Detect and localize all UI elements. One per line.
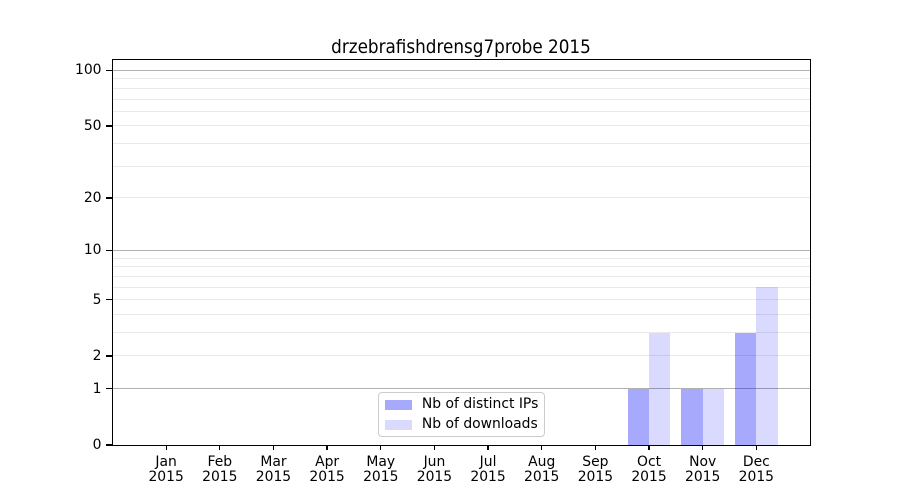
year-label: 2015 (202, 468, 238, 485)
gridline-80 (112, 87, 810, 89)
y-tick-label-5: 5 (92, 291, 102, 308)
gridline-6 (112, 286, 810, 288)
x-tick-dec (755, 445, 757, 450)
month-label: Jan (155, 453, 177, 470)
bar-nov-distinct-ips (681, 388, 703, 445)
legend-swatch-downloads (385, 420, 413, 431)
year-label: 2015 (309, 468, 345, 485)
x-tick-label-jul: Jul 2015 (448, 453, 528, 486)
gridline-60 (112, 110, 810, 112)
x-tick-apr (326, 445, 328, 450)
year-label: 2015 (416, 468, 453, 485)
y-tick-label-2: 2 (92, 347, 102, 364)
year-label: 2015 (738, 468, 775, 485)
legend-swatch-distinct-ips (385, 400, 413, 411)
x-tick-jul (487, 445, 489, 450)
legend-label-downloads: Nb of downloads (421, 416, 538, 432)
month-label: May (366, 453, 396, 470)
year-label: 2015 (255, 468, 292, 485)
y-tick-5 (106, 298, 113, 301)
x-tick-may (380, 445, 382, 450)
y-tick-label-0: 0 (92, 436, 102, 453)
bar-dec-distinct-ips (734, 332, 757, 445)
x-tick-label-may: May 2015 (341, 453, 421, 486)
gridline-1 (112, 388, 810, 390)
gridline-50 (112, 125, 810, 127)
gridline-7 (112, 275, 810, 277)
x-tick-aug (541, 445, 543, 450)
plot-area (111, 59, 812, 447)
y-tick-100 (106, 69, 113, 72)
y-tick-0 (106, 444, 113, 446)
legend: Nb of distinct IPs Nb of downloads (378, 392, 546, 438)
month-label: Dec (742, 453, 770, 470)
gridline-10 (112, 249, 810, 251)
gridline-100 (112, 70, 810, 72)
month-label: Mar (260, 453, 287, 470)
y-tick-20 (106, 197, 113, 199)
gridline-90 (112, 78, 810, 80)
gridline-20 (112, 197, 810, 199)
x-tick-label-oct: Oct 2015 (609, 453, 689, 486)
y-tick-label-10: 10 (83, 242, 102, 259)
gridline-30 (112, 165, 810, 167)
gridline-8 (112, 266, 810, 268)
year-label: 2015 (148, 468, 184, 485)
gridline-5 (112, 299, 810, 301)
x-tick-label-aug: Aug 2015 (502, 453, 582, 486)
x-tick-feb (219, 445, 221, 450)
bar-oct-downloads (649, 332, 671, 445)
year-label: 2015 (470, 468, 506, 485)
x-tick-oct (648, 445, 650, 450)
month-label: Feb (207, 453, 233, 470)
year-label: 2015 (363, 468, 399, 485)
year-label: 2015 (685, 468, 721, 485)
legend-label-distinct-ips: Nb of distinct IPs (421, 396, 539, 412)
month-label: Aug (528, 453, 556, 470)
month-label: Oct (637, 453, 662, 470)
month-label: Sep (582, 453, 609, 470)
y-tick-10 (106, 249, 113, 252)
bar-nov-downloads (702, 388, 725, 445)
y-tick-50 (106, 125, 113, 127)
y-tick-label-20: 20 (83, 189, 102, 206)
gridline-3 (112, 332, 810, 334)
year-label: 2015 (631, 468, 667, 485)
y-tick-label-50: 50 (83, 117, 102, 134)
bar-oct-distinct-ips (627, 388, 650, 445)
chart-title: drzebrafishdrensg7probe 2015 (331, 35, 591, 58)
bar-dec-downloads (756, 287, 778, 445)
x-tick-label-sep: Sep 2015 (555, 453, 635, 486)
year-label: 2015 (524, 468, 560, 485)
x-tick-sep (594, 445, 597, 450)
x-tick-label-mar: Mar 2015 (233, 453, 313, 486)
y-tick-label-100: 100 (74, 62, 102, 79)
x-tick-mar (272, 445, 275, 450)
x-tick-label-feb: Feb 2015 (180, 453, 260, 486)
x-tick-label-apr: Apr 2015 (287, 453, 367, 486)
month-label: Jun (423, 453, 446, 470)
gridline-40 (112, 143, 810, 145)
x-tick-jan (165, 445, 167, 450)
year-label: 2015 (577, 468, 614, 485)
month-label: Jul (479, 453, 497, 470)
x-tick-label-nov: Nov 2015 (663, 453, 743, 486)
gridline-9 (112, 257, 810, 259)
y-tick-label-1: 1 (92, 380, 102, 397)
x-tick-label-jan: Jan 2015 (126, 453, 206, 486)
y-tick-2 (106, 355, 113, 357)
month-label: Apr (315, 453, 340, 470)
gridline-4 (112, 313, 810, 315)
gridline-70 (112, 98, 810, 100)
y-tick-1 (106, 388, 113, 390)
x-tick-jun (433, 445, 436, 450)
x-tick-nov (702, 445, 704, 450)
x-tick-label-jun: Jun 2015 (394, 453, 474, 486)
month-label: Nov (689, 453, 717, 470)
x-tick-label-dec: Dec 2015 (716, 453, 796, 486)
gridline-2 (112, 355, 810, 357)
